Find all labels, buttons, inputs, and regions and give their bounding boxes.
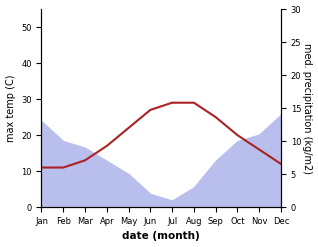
- Y-axis label: med. precipitation (kg/m2): med. precipitation (kg/m2): [302, 43, 313, 174]
- Y-axis label: max temp (C): max temp (C): [5, 74, 16, 142]
- X-axis label: date (month): date (month): [122, 231, 200, 242]
